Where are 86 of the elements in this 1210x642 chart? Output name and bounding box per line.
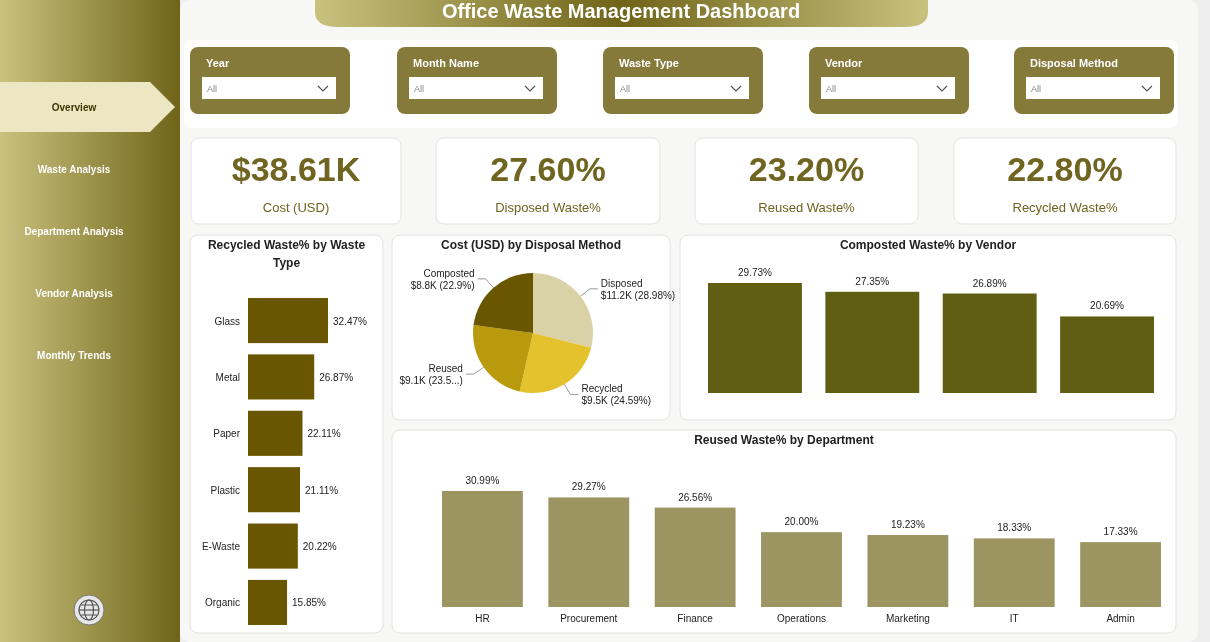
text: Overview <box>51 102 97 113</box>
bar <box>248 354 315 400</box>
bar <box>1060 316 1154 393</box>
bar <box>1080 542 1161 607</box>
text: All <box>620 84 631 94</box>
data-label: 32.47% <box>333 315 368 327</box>
data-label: 27.35% <box>855 275 890 287</box>
data-label: 21.11% <box>305 484 339 496</box>
data-label: 20.69% <box>1090 300 1125 312</box>
y-tick-label: E-Waste <box>202 541 241 553</box>
data-label: 29.27% <box>571 481 606 493</box>
slice-label: Composted <box>423 267 475 279</box>
data-label: $9.1K (23.5...) <box>399 375 463 387</box>
x-tick-label: Operations <box>777 613 826 624</box>
bar <box>867 535 949 607</box>
text: Office Waste Management Dashboard <box>441 0 801 22</box>
data-label: 15.85% <box>292 597 327 609</box>
data-label: 29.73% <box>737 267 773 278</box>
x-tick-label: Marketing <box>885 613 930 624</box>
bar <box>548 497 630 607</box>
slice-label: Reused <box>428 363 463 375</box>
bar <box>942 293 1037 393</box>
data-label: 19.23% <box>890 519 925 531</box>
text: Waste Analysis <box>37 164 111 175</box>
text: Recycled Waste% <box>1012 200 1118 215</box>
pie-slice <box>473 325 533 392</box>
x-tick-label: Procurement <box>560 613 618 624</box>
bar <box>442 491 523 607</box>
text: Reused Waste% <box>758 200 856 215</box>
text: Year <box>206 57 230 69</box>
data-label: 26.87% <box>319 371 354 383</box>
bar <box>825 291 920 393</box>
data-label: 20.00% <box>784 516 819 528</box>
chart-title: Composted Waste% by Vendor <box>839 238 1017 252</box>
text: 23.20% <box>748 150 865 188</box>
text: $38.61K <box>231 150 361 188</box>
x-tick-label: IT <box>1009 613 1019 624</box>
text: 22.80% <box>1007 150 1123 188</box>
text: Monthly Trends <box>37 350 112 361</box>
slice-label: Recycled <box>581 383 623 395</box>
pie-slice <box>533 273 593 348</box>
chart-title: Recycled Waste% by Waste Type <box>207 238 366 270</box>
bar <box>248 467 301 513</box>
y-tick-label: Plastic <box>210 484 240 496</box>
y-tick-label: Organic <box>204 597 240 609</box>
x-tick-label: Admin <box>1106 613 1135 624</box>
text: Waste Type <box>619 57 679 69</box>
text: 27.60% <box>490 150 606 188</box>
text: All <box>826 84 837 94</box>
text: Cost (USD) <box>262 200 330 215</box>
text: Vendor Analysis <box>35 288 114 299</box>
data-label: 20.22% <box>302 541 337 553</box>
x-tick-label: Finance <box>677 613 714 624</box>
data-label: $9.5K (24.59%) <box>581 395 652 407</box>
bar <box>654 507 736 607</box>
data-label: 30.99% <box>465 475 500 486</box>
pie-slice <box>473 273 533 333</box>
text: Department Analysis <box>24 226 124 237</box>
data-label: 22.11% <box>307 428 341 440</box>
bar <box>248 579 288 625</box>
bar <box>973 538 1055 607</box>
text: Vendor <box>825 57 864 69</box>
bar <box>708 283 802 393</box>
y-tick-label: Glass <box>214 315 240 327</box>
y-tick-label: Paper <box>213 428 241 440</box>
text: All <box>207 84 218 94</box>
data-label: $11.2K (28.98%) <box>600 289 676 301</box>
text: Disposal Method <box>1030 57 1119 69</box>
data-label: 18.33% <box>997 522 1032 534</box>
data-label: $8.8K (22.9%) <box>410 279 475 291</box>
bar <box>248 410 303 456</box>
data-label: 26.56% <box>678 491 713 503</box>
text: Month Name <box>413 57 479 69</box>
bar <box>248 298 328 344</box>
text: All <box>414 84 425 94</box>
data-label: 26.89% <box>972 277 1007 289</box>
text: All <box>1031 84 1042 94</box>
text: Disposed Waste% <box>495 200 602 215</box>
slice-label: Disposed <box>600 277 643 289</box>
y-tick-label: Metal <box>215 371 240 383</box>
x-tick-label: HR <box>475 613 490 624</box>
chart-title: Reused Waste% by Department <box>694 433 874 447</box>
data-label: 17.33% <box>1103 526 1138 538</box>
chart-title: Cost (USD) by Disposal Method <box>440 238 622 252</box>
bar <box>761 532 842 607</box>
bar <box>248 523 298 569</box>
